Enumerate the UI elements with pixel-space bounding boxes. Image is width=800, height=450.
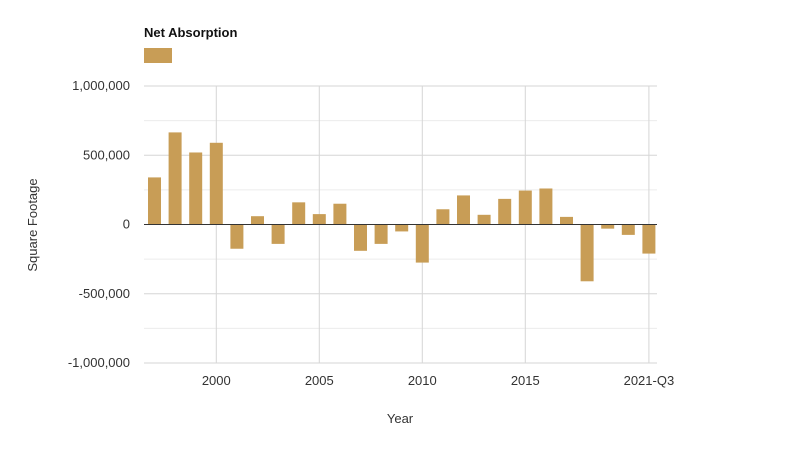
y-axis-ticks: 1,000,000 500,000 0 -500,000 -1,000,000 [68, 78, 130, 370]
legend-title: Net Absorption [144, 25, 237, 40]
bars [148, 132, 656, 282]
bar-2005[interactable] [312, 214, 326, 225]
bar-1997[interactable] [148, 177, 161, 225]
x-axis-title: Year [387, 411, 414, 426]
bar-2000[interactable] [209, 142, 223, 225]
bar-2003[interactable] [271, 224, 285, 244]
bar-2008[interactable] [374, 224, 388, 244]
bar-2013[interactable] [477, 214, 491, 225]
x-tick-label: 2010 [408, 373, 437, 388]
legend-swatch[interactable] [144, 48, 172, 63]
x-tick-label: 2021-Q3 [624, 373, 675, 388]
bar-2006[interactable] [333, 203, 347, 225]
bar-2009[interactable] [395, 224, 409, 232]
bar-2014[interactable] [498, 198, 512, 225]
y-tick-label: -500,000 [79, 286, 130, 301]
x-tick-label: 2015 [511, 373, 540, 388]
bar-2021-Q3[interactable] [642, 224, 656, 254]
bar-2017[interactable] [560, 216, 573, 225]
y-axis-title: Square Footage [25, 178, 40, 271]
x-tick-label: 2000 [202, 373, 231, 388]
bar-2020[interactable] [621, 224, 635, 235]
bar-2007[interactable] [354, 224, 367, 251]
bar-1999[interactable] [189, 152, 203, 225]
bar-2001[interactable] [230, 224, 244, 249]
bar-2010[interactable] [415, 224, 429, 263]
bar-2011[interactable] [436, 209, 450, 225]
bar-2018[interactable] [580, 224, 594, 282]
y-tick-label: 1,000,000 [72, 78, 130, 93]
y-tick-label: 500,000 [83, 147, 130, 162]
x-tick-label: 2005 [305, 373, 334, 388]
bar-2004[interactable] [292, 202, 306, 225]
bar-2016[interactable] [539, 188, 553, 225]
bar-2012[interactable] [457, 195, 470, 225]
y-tick-label: 0 [123, 217, 130, 232]
bar-2015[interactable] [518, 190, 532, 225]
bar-2002[interactable] [251, 216, 264, 225]
bar-1998[interactable] [168, 132, 182, 225]
y-tick-label: -1,000,000 [68, 355, 130, 370]
x-axis-ticks: 2000 2005 2010 2015 2021-Q3 [202, 373, 674, 388]
bar-2019[interactable] [601, 224, 615, 229]
